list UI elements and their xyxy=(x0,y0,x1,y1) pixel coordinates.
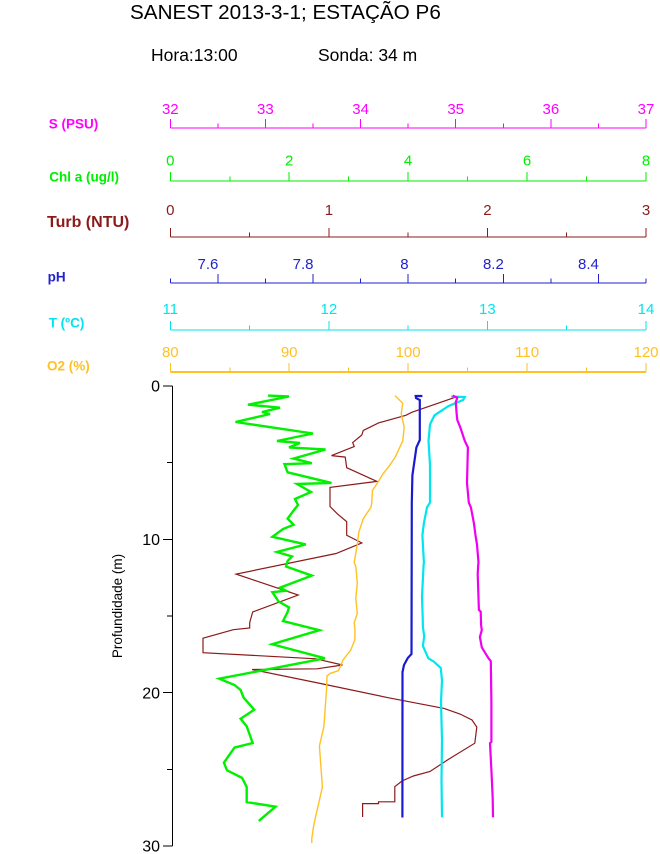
svg-text:37: 37 xyxy=(638,101,655,118)
svg-text:14: 14 xyxy=(638,301,655,318)
svg-text:36: 36 xyxy=(543,101,560,118)
svg-text:0: 0 xyxy=(166,153,174,170)
svg-text:4: 4 xyxy=(404,153,412,170)
svg-text:3: 3 xyxy=(642,202,650,219)
svg-text:110: 110 xyxy=(515,344,539,361)
svg-text:80: 80 xyxy=(162,344,179,361)
svg-text:Profundidade (m): Profundidade (m) xyxy=(110,554,125,658)
svg-text:13: 13 xyxy=(479,301,496,318)
svg-text:8: 8 xyxy=(400,256,408,273)
svg-text:90: 90 xyxy=(281,344,298,361)
svg-text:10: 10 xyxy=(142,532,160,549)
svg-text:20: 20 xyxy=(142,685,160,702)
svg-text:30: 30 xyxy=(142,839,160,854)
svg-text:11: 11 xyxy=(163,301,179,318)
svg-text:8.4: 8.4 xyxy=(578,256,599,273)
svg-text:2: 2 xyxy=(483,202,491,219)
svg-text:8: 8 xyxy=(642,153,650,170)
svg-text:0: 0 xyxy=(151,379,160,396)
svg-text:33: 33 xyxy=(257,101,274,118)
svg-text:12: 12 xyxy=(321,301,338,318)
svg-text:34: 34 xyxy=(352,101,369,118)
svg-text:6: 6 xyxy=(523,153,531,170)
svg-text:100: 100 xyxy=(396,344,421,361)
svg-text:2: 2 xyxy=(285,153,293,170)
svg-text:1: 1 xyxy=(325,202,333,219)
svg-text:7.8: 7.8 xyxy=(293,256,314,273)
svg-text:120: 120 xyxy=(633,344,658,361)
svg-text:0: 0 xyxy=(166,202,174,219)
svg-text:8.2: 8.2 xyxy=(483,256,504,273)
svg-text:7.6: 7.6 xyxy=(198,256,219,273)
svg-text:35: 35 xyxy=(447,101,464,118)
svg-text:32: 32 xyxy=(162,101,179,118)
